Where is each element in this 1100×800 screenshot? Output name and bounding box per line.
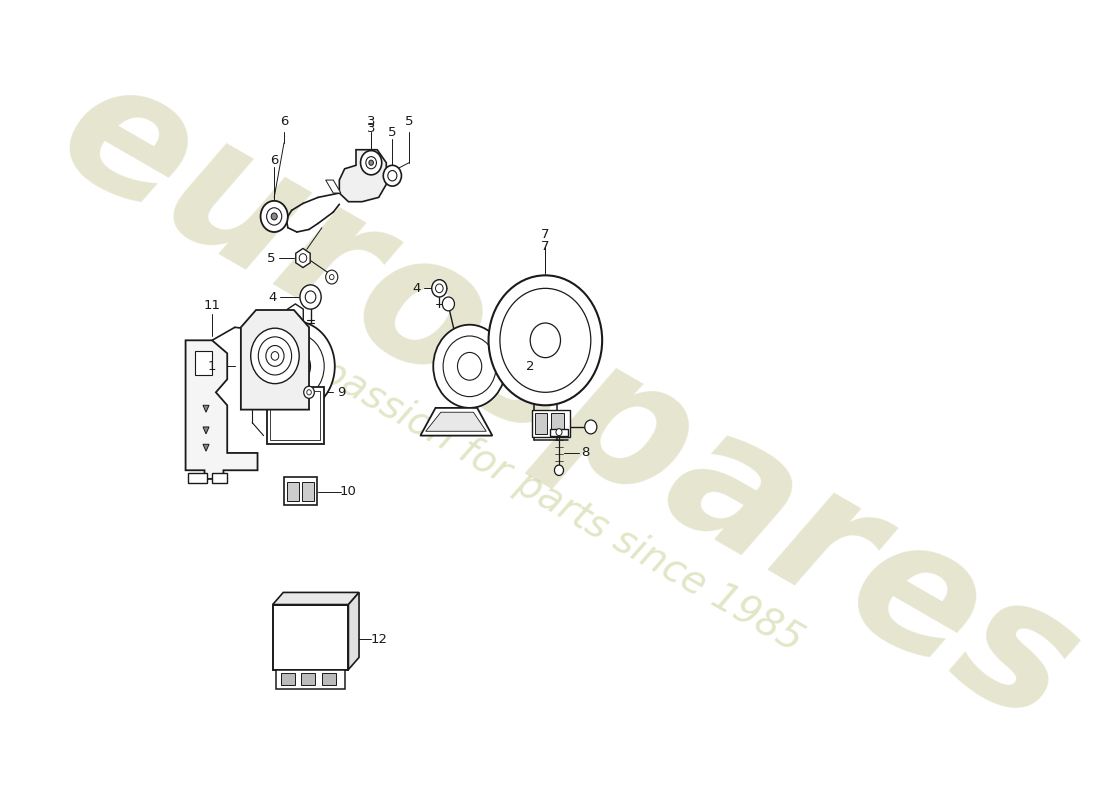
Circle shape: [280, 349, 310, 384]
Text: 4: 4: [268, 290, 277, 303]
Text: 7: 7: [541, 228, 550, 241]
Bar: [301, 673, 315, 685]
Text: 4: 4: [412, 282, 421, 295]
Bar: [273, 605, 349, 670]
Circle shape: [272, 351, 278, 360]
Circle shape: [256, 322, 334, 411]
Bar: [276, 670, 344, 689]
Bar: [196, 350, 212, 375]
Text: 10: 10: [340, 486, 356, 498]
Bar: [322, 673, 335, 685]
Circle shape: [330, 274, 334, 280]
Text: 5: 5: [388, 126, 397, 139]
Circle shape: [554, 465, 563, 475]
Text: 3: 3: [367, 115, 375, 128]
Text: 3: 3: [367, 122, 375, 134]
Text: 5: 5: [405, 115, 414, 128]
Text: 8: 8: [581, 446, 590, 459]
Circle shape: [300, 285, 321, 309]
Bar: [302, 482, 315, 502]
Circle shape: [289, 314, 301, 328]
Text: a passion for parts since 1985: a passion for parts since 1985: [282, 333, 810, 659]
Circle shape: [261, 201, 288, 232]
Circle shape: [305, 291, 316, 303]
Bar: [212, 473, 228, 483]
Polygon shape: [326, 180, 341, 193]
Circle shape: [585, 420, 597, 434]
Circle shape: [251, 328, 299, 384]
Circle shape: [433, 325, 506, 408]
Text: 5: 5: [267, 251, 275, 265]
Circle shape: [258, 337, 292, 375]
Bar: [280, 673, 295, 685]
Circle shape: [299, 254, 307, 262]
Polygon shape: [426, 412, 486, 431]
Polygon shape: [186, 340, 257, 479]
Bar: [284, 478, 318, 505]
Text: 9: 9: [337, 386, 345, 399]
Circle shape: [326, 270, 338, 284]
Circle shape: [368, 160, 373, 166]
Text: eurospares: eurospares: [30, 39, 1100, 762]
Polygon shape: [241, 310, 309, 410]
Bar: [551, 413, 563, 434]
Text: 12: 12: [371, 633, 387, 646]
Polygon shape: [296, 249, 310, 267]
Circle shape: [266, 346, 284, 366]
Circle shape: [458, 353, 482, 380]
Circle shape: [266, 334, 324, 399]
Circle shape: [443, 336, 496, 397]
Polygon shape: [349, 593, 359, 670]
Polygon shape: [287, 304, 304, 325]
Text: 7: 7: [541, 240, 550, 254]
Bar: [271, 391, 320, 440]
Polygon shape: [204, 406, 209, 412]
Circle shape: [436, 284, 443, 293]
Circle shape: [304, 386, 315, 398]
Polygon shape: [204, 427, 209, 434]
Circle shape: [556, 429, 562, 436]
Bar: [535, 413, 547, 434]
Polygon shape: [339, 150, 386, 202]
Circle shape: [442, 297, 454, 311]
Circle shape: [488, 275, 602, 406]
Polygon shape: [273, 593, 359, 605]
Circle shape: [499, 288, 591, 392]
Bar: [188, 473, 207, 483]
Bar: [550, 429, 568, 436]
Circle shape: [307, 390, 311, 395]
Text: 6: 6: [270, 154, 278, 166]
Circle shape: [431, 280, 447, 297]
Text: 6: 6: [279, 115, 288, 128]
Bar: [531, 410, 570, 438]
Circle shape: [366, 157, 376, 169]
Circle shape: [388, 170, 397, 181]
Text: 1: 1: [208, 360, 217, 373]
Circle shape: [383, 166, 402, 186]
Circle shape: [530, 323, 561, 358]
Text: 2: 2: [526, 360, 535, 373]
Circle shape: [361, 150, 382, 175]
Circle shape: [266, 208, 282, 225]
Circle shape: [272, 213, 277, 220]
Polygon shape: [420, 408, 493, 436]
Bar: [287, 482, 299, 502]
Text: 11: 11: [204, 299, 221, 312]
Polygon shape: [204, 444, 209, 451]
Bar: [266, 387, 324, 444]
